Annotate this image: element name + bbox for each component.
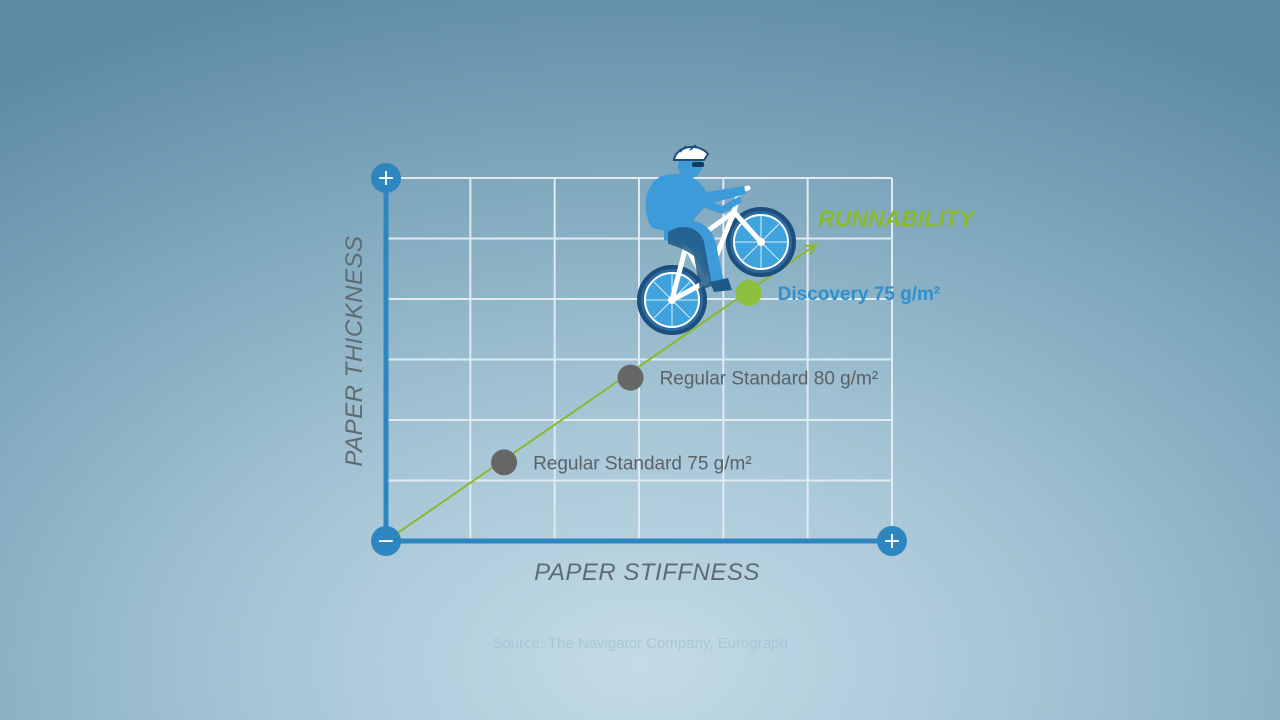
origin-badge-symbol: − bbox=[377, 529, 395, 554]
trend-label: RUNNABILITY bbox=[818, 206, 977, 232]
trend-arrowhead bbox=[804, 243, 818, 256]
x-axis-max-badge-circle bbox=[877, 526, 907, 556]
chart-grid bbox=[386, 177, 893, 541]
y-axis-max-badge-circle bbox=[371, 163, 401, 193]
data-point-label: Regular Standard 75 g/m² bbox=[533, 453, 752, 474]
x-axis-title: PAPER STIFFNESS bbox=[534, 559, 760, 586]
data-point bbox=[735, 279, 762, 306]
points-layer: Regular Standard 75 g/m² Regular Standard… bbox=[491, 279, 941, 476]
axes-layer: + + − bbox=[371, 163, 907, 556]
origin-badge-circle bbox=[371, 526, 401, 556]
data-point-label: Regular Standard 80 g/m² bbox=[660, 369, 879, 390]
data-point bbox=[617, 364, 644, 391]
y-axis-title: PAPER THICKNESS bbox=[341, 235, 368, 466]
data-point-label: Discovery 75 g/m² bbox=[778, 284, 941, 305]
data-point bbox=[491, 449, 518, 476]
cyclist-icon bbox=[637, 144, 796, 335]
source-annotation: Source: The Navigator Company, Eurograph bbox=[492, 635, 787, 652]
x-axis-max-badge-symbol: + bbox=[883, 529, 901, 554]
y-axis-max-badge-symbol: + bbox=[377, 166, 395, 191]
